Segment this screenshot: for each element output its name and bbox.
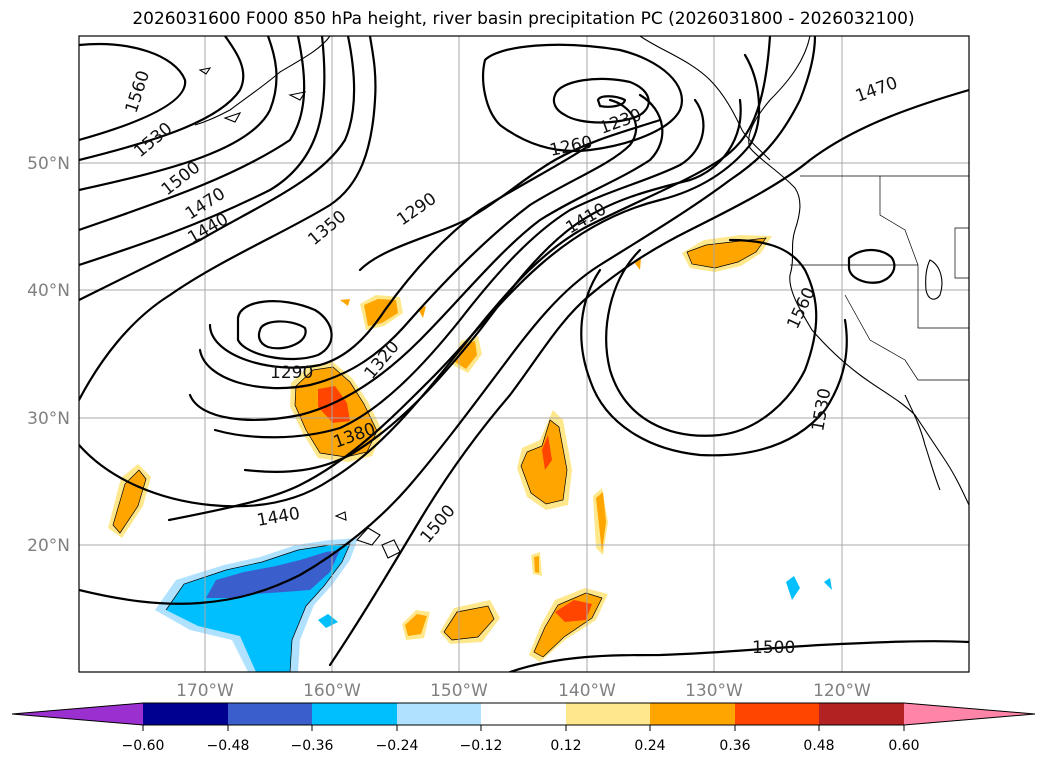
map-gridlines (79, 36, 969, 672)
map-frame (78, 35, 970, 673)
colorbar-segment (397, 703, 481, 725)
latitude-labels: 50°N 40°N 30°N 20°N (27, 154, 70, 556)
colorbar-segment (481, 703, 566, 725)
colorbar-segment (312, 703, 397, 725)
lat-label: 30°N (27, 409, 70, 429)
lon-label: 120°W (813, 681, 871, 701)
colorbar-tick-label: −0.24 (376, 738, 419, 754)
lon-label: 150°W (430, 681, 488, 701)
lon-label: 170°W (176, 681, 234, 701)
contour-label: 1500 (752, 638, 795, 658)
colorbar-segment (143, 703, 228, 725)
colorbar-tick-label: −0.12 (460, 738, 503, 754)
colorbar-tick-label: −0.60 (122, 738, 165, 754)
lon-label: 130°W (685, 681, 743, 701)
colorbar: −0.60 −0.48 −0.36 −0.24 −0.12 0.12 0.24 0.36 0.4… (11, 702, 1036, 754)
longitude-labels: 170°W 160°W 150°W 140°W 130°W 120°W (176, 681, 871, 701)
precip-outlines (112, 237, 767, 672)
precip-shading (108, 235, 832, 672)
colorbar-extend-low (12, 703, 143, 725)
colorbar-segment (650, 703, 735, 725)
colorbar-segment (819, 703, 904, 725)
colorbar-tick-label: 0.36 (719, 738, 750, 754)
colorbar-tick-label: −0.48 (207, 738, 250, 754)
colorbar-tick-label: −0.36 (291, 738, 334, 754)
colorbar-segment (735, 703, 819, 725)
contour-label: 1290 (270, 363, 313, 383)
colorbar-tick-label: 0.48 (803, 738, 834, 754)
colorbar-extend-high (904, 703, 1035, 725)
map-title: 2026031600 F000 850 hPa height, river ba… (132, 9, 915, 29)
colorbar-tick-label: 0.12 (550, 738, 581, 754)
colorbar-tick-label: 0.60 (888, 738, 919, 754)
lon-label: 140°W (558, 681, 616, 701)
colorbar-tick-label: 0.24 (634, 738, 665, 754)
lat-label: 50°N (27, 154, 70, 174)
height-contours (79, 36, 969, 672)
lat-label: 40°N (27, 281, 70, 301)
colorbar-segment (566, 703, 650, 725)
lat-label: 20°N (27, 536, 70, 556)
colorbar-segment (228, 703, 312, 725)
coastlines (194, 36, 969, 559)
lon-label: 160°W (303, 681, 361, 701)
